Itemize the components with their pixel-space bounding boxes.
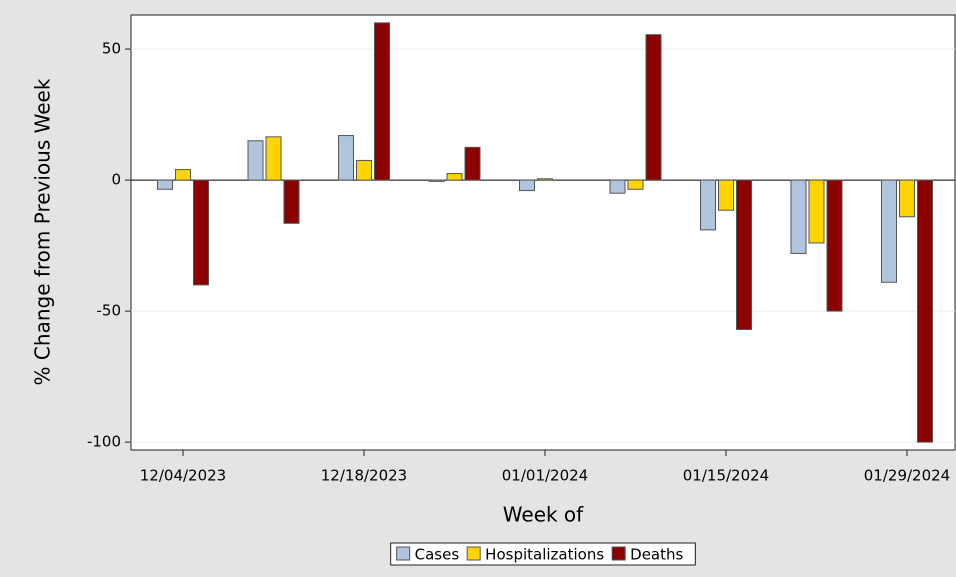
bar [374,22,390,181]
bar [247,140,264,181]
bar [428,179,445,182]
x-tick-label: 12/04/2023 [140,467,226,485]
bar [537,178,553,181]
bar [790,179,807,254]
bar [175,169,191,181]
bar [283,179,300,224]
x-tick-label: 01/01/2024 [502,467,588,485]
bar [338,135,354,181]
legend-label: Deaths [630,546,683,564]
x-tick-label: 01/15/2024 [683,467,769,485]
bar [627,179,644,190]
bar [609,179,626,194]
y-axis-label: % Change from Previous Week [31,78,55,385]
bar [446,173,463,181]
x-tick-label: 01/29/2024 [864,467,950,485]
bar [826,179,843,312]
y-tick-label: 0 [111,171,121,189]
bar [736,179,752,330]
legend-label: Hospitalizations [485,546,604,564]
y-tick-label: -100 [87,433,121,451]
legend: Cases Hospitalizations Deaths [390,542,696,566]
legend-swatch [466,546,481,561]
bar [464,146,481,181]
bar [700,179,716,231]
bar [808,179,825,244]
bar [356,159,372,181]
bar [157,179,173,190]
legend-swatch [396,546,411,561]
bar [645,34,662,181]
bar [193,179,209,286]
bar [519,179,535,192]
y-tick-label: -50 [97,302,122,320]
legend-swatch [611,546,626,561]
bar [265,136,282,181]
legend-label: Cases [415,546,460,564]
bar [718,179,734,211]
bar [917,179,933,443]
y-tick-label: 50 [102,40,121,58]
x-axis-label: Week of [503,503,584,527]
bar [899,179,915,218]
bar [881,179,897,283]
x-tick-label: 12/18/2023 [321,467,407,485]
